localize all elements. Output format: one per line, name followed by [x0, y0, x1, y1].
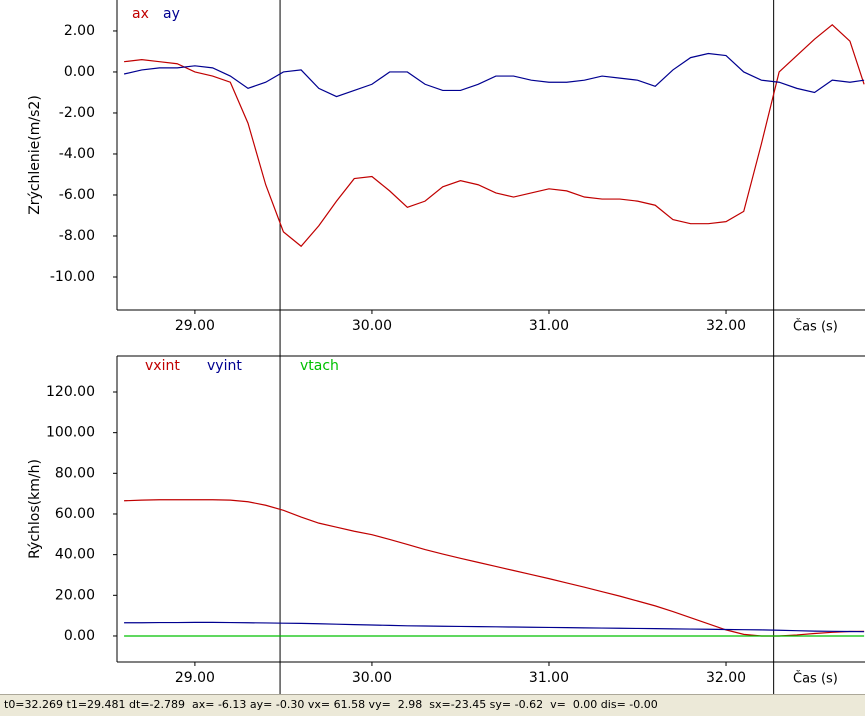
y-tick-label: -8.00 [59, 228, 95, 244]
series-line [124, 24, 865, 248]
x-tick-label: 29.00 [175, 670, 215, 686]
y-tick-label: 0.00 [64, 64, 95, 80]
x-tick-label: 30.00 [352, 670, 392, 686]
x-tick-label: 30.00 [352, 318, 392, 334]
x-tick-label: 32.00 [706, 670, 746, 686]
y-tick-label: 120.00 [46, 384, 95, 400]
y-tick-label: 20.00 [55, 587, 95, 603]
y-axis-label: Zrýchlenie(m/s2) [27, 95, 43, 215]
legend-label: ax [132, 6, 149, 22]
x-axis-label: Čas (s) [793, 319, 838, 335]
x-tick-label: 32.00 [706, 318, 746, 334]
y-axis-label: Rýchlos(km/h) [27, 459, 43, 559]
x-tick-label: 29.00 [175, 318, 215, 334]
chart-area: 2.00 0.00 -2.00 -4.00 -6.00 -8.00 -10.00 29.00 3… [27, 0, 865, 694]
plot [123, 24, 865, 248]
legend-label: vyint [207, 358, 242, 374]
y-tick-label: -2.00 [59, 105, 95, 121]
series-line [124, 621, 865, 633]
y-tick-label: 2.00 [64, 23, 95, 39]
y-tick-label: -4.00 [59, 146, 95, 162]
y-tick-label: 40.00 [55, 547, 95, 563]
series-line [124, 499, 865, 637]
y-tick-label: 100.00 [46, 425, 95, 441]
legend-label: vxint [145, 358, 180, 374]
x-tick-label: 31.00 [529, 318, 569, 334]
x-tick-label: 31.00 [529, 670, 569, 686]
y-tick-label: -6.00 [59, 187, 95, 203]
x-axis-label: Čas (s) [793, 671, 838, 687]
legend-label: ay [163, 6, 180, 22]
y-tick-label: -10.00 [50, 269, 95, 285]
y-tick-label: 0.00 [64, 628, 95, 644]
series-line [123, 52, 865, 98]
y-tick-label: 60.00 [55, 506, 95, 522]
status-bar: t0=32.269 t1=29.481 dt=-2.789 ax= -6.13 … [0, 694, 865, 716]
y-tick-label: 80.00 [55, 465, 95, 481]
legend-label: vtach [300, 358, 339, 374]
plot [124, 499, 865, 637]
